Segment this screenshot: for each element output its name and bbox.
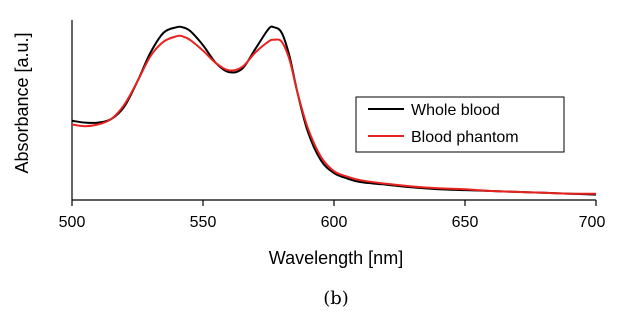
legend-label-whole-blood: Whole blood (411, 102, 500, 119)
legend: Whole blood Blood phantom (355, 96, 565, 153)
x-tick-label: 650 (452, 214, 479, 231)
x-ticks: 500 550 600 650 700 (59, 200, 606, 231)
series-layer (71, 25, 597, 196)
legend-label-blood-phantom: Blood phantom (411, 129, 519, 146)
y-axis-label: Absorbance [a.u.] (12, 32, 32, 173)
x-tick-label: 600 (321, 214, 348, 231)
series-line-blood-phantom (71, 34, 597, 195)
plot-area: 500 550 600 650 700 (59, 20, 606, 231)
x-axis-label: Wavelength [nm] (269, 248, 403, 268)
x-tick-label: 700 (579, 214, 606, 231)
x-tick-label: 550 (190, 214, 217, 231)
figure-caption: (b) (323, 288, 349, 309)
x-tick-label: 500 (59, 214, 86, 231)
legend-box (355, 96, 565, 153)
